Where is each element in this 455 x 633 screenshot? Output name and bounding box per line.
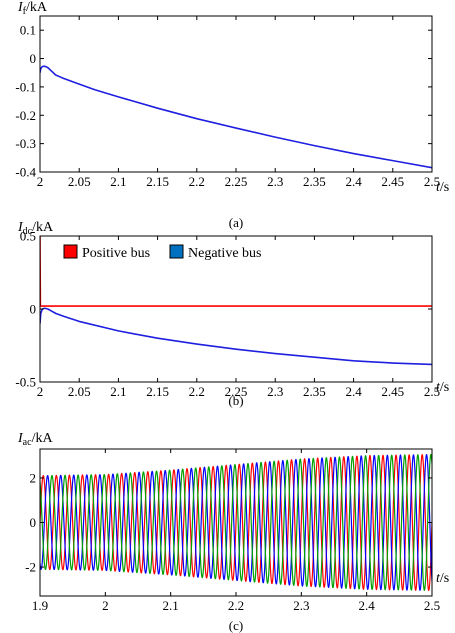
x-tick-label: 2.35 (303, 174, 326, 189)
x-tick-label: 2.3 (267, 384, 283, 399)
plot-area (40, 65, 432, 169)
x-tick-label: 2.15 (146, 174, 169, 189)
legend-swatch-1 (63, 244, 78, 259)
legend-label-1: Positive bus (82, 246, 150, 261)
x-tick-label: 2.05 (68, 384, 91, 399)
x-tick-label: 2.5 (424, 598, 440, 613)
x-tick-label: 2 (37, 384, 44, 399)
x-tick-label: 2.1 (163, 598, 179, 613)
series-line-1 (40, 65, 432, 169)
phase-line-2 (40, 453, 432, 591)
y-tick-label: 0 (30, 51, 37, 66)
x-tick-label: 2.2 (228, 598, 244, 613)
x-tick-label: 2.2 (189, 174, 205, 189)
x-tick-label: 2.35 (303, 384, 326, 399)
x-tick-label: 1.9 (32, 598, 48, 613)
phase-line-3 (40, 453, 432, 592)
x-axis-label: t/s (436, 380, 449, 395)
x-tick-label: 2.1 (110, 174, 126, 189)
x-tick-label: 2.25 (225, 174, 248, 189)
phase-line-1 (40, 453, 432, 592)
legend-swatch-2 (169, 244, 184, 259)
x-tick-label: 2 (37, 174, 44, 189)
y-tick-label: 0.5 (20, 229, 36, 244)
x-tick-label: 2.3 (293, 598, 309, 613)
x-tick-label: 2.5 (424, 174, 440, 189)
series-line-2 (40, 307, 432, 366)
panel-caption: (c) (229, 618, 243, 633)
y-tick-label: 0.1 (20, 23, 36, 38)
x-tick-label: 2.5 (424, 384, 440, 399)
x-axis-label: t/s (436, 571, 449, 586)
x-tick-label: 2.45 (381, 384, 404, 399)
chart-panel-2: 2 2.05 2.1 2.15 2.2 2.25 2.3 2.35 2.4 2.45 2.5 0.5 0… (15, 220, 449, 408)
x-tick-label: 2.45 (381, 174, 404, 189)
panel-caption: (b) (228, 393, 243, 408)
y-tick-label: 0 (30, 515, 37, 530)
y-tick-label: -0.4 (15, 165, 36, 180)
x-tick-label: 2 (102, 598, 109, 613)
y-tick-label: 2 (30, 470, 37, 485)
chart-panel-3: 1.9 2 2.1 2.2 2.3 2.4 2.5 2 0 -2 Iac/kA t/s (c) (17, 431, 449, 633)
panel-caption: (a) (229, 215, 243, 230)
x-tick-label: 2.15 (146, 384, 169, 399)
plot-area (40, 453, 432, 592)
x-tick-label: 2.1 (110, 384, 126, 399)
x-tick-label: 2.2 (189, 384, 205, 399)
legend-label-2: Negative bus (188, 246, 261, 261)
x-axis-label: t/s (436, 180, 449, 195)
y-tick-label: -0.5 (15, 375, 36, 390)
x-tick-label: 2.4 (345, 384, 362, 399)
y-axis-label: If/kA (17, 0, 48, 17)
x-tick-label: 2.4 (345, 174, 362, 189)
y-axis-label: Idc/kA (17, 220, 54, 237)
chart-panel-1: 2 2.05 2.1 2.15 2.2 2.25 2.3 2.35 2.4 2.45 2.5 0.1 0… (15, 0, 449, 230)
x-tick-label: 2.4 (359, 598, 376, 613)
y-tick-label: 0 (30, 302, 37, 317)
legend: Positive bus Negative bus (63, 244, 261, 261)
axes-frame (39, 15, 433, 173)
y-axis-label: Iac/kA (17, 431, 53, 448)
y-tick-label: -0.3 (15, 136, 36, 151)
x-tick-label: 2.3 (267, 174, 283, 189)
y-tick-label: -2 (25, 560, 36, 575)
x-tick-label: 2.05 (68, 174, 91, 189)
y-tick-label: -0.2 (15, 108, 36, 123)
y-tick-label: -0.1 (15, 79, 36, 94)
x-tick-label: 2.25 (225, 384, 248, 399)
